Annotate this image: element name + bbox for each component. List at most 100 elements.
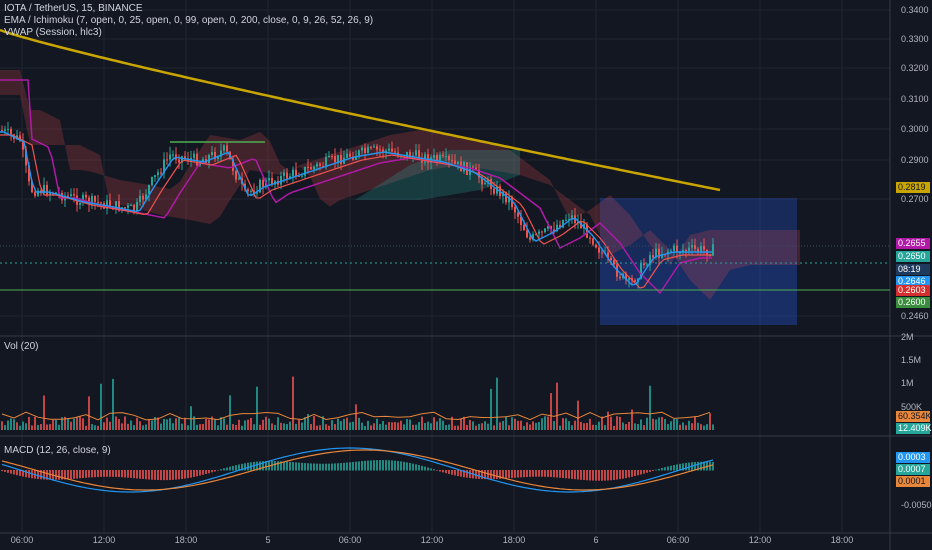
macd-histogram-bar [265, 461, 267, 471]
macd-histogram-bar [217, 470, 219, 471]
candle-body [358, 150, 360, 157]
ema-ichimoku-legend[interactable]: EMA / Ichimoku (7, open, 0, 25, open, 0,… [4, 15, 374, 26]
volume-bar [655, 419, 657, 430]
macd-histogram-bar [292, 462, 294, 471]
candle-body [238, 178, 240, 180]
macd-histogram-bar [88, 470, 90, 478]
candle-body [454, 160, 456, 164]
macd-histogram-bar [556, 470, 558, 478]
candle-body [643, 263, 645, 265]
volume-bar [619, 416, 621, 430]
macd-histogram-bar [343, 462, 345, 471]
volume-bar [415, 424, 417, 430]
macd-legend[interactable]: MACD (12, 26, close, 9) [4, 445, 111, 456]
macd-histogram-bar [373, 460, 375, 471]
volume-bar [307, 414, 309, 430]
volume-bar [100, 383, 102, 430]
candle-body [286, 172, 288, 179]
volume-bar [397, 422, 399, 430]
candle-body [562, 220, 564, 228]
volume-bar [652, 418, 654, 430]
volume-bar [67, 418, 69, 430]
volume-bar [52, 419, 54, 430]
candle-body [43, 184, 45, 194]
volume-bar [166, 419, 168, 430]
symbol-legend[interactable]: IOTA / TetherUS, 15, BINANCE [4, 3, 143, 14]
candle-body [661, 254, 663, 258]
candle-body [280, 176, 282, 185]
volume-bar [187, 425, 189, 430]
candle-body [304, 166, 306, 176]
volume-bar [157, 417, 159, 430]
macd-histogram-bar [22, 470, 24, 477]
macd-histogram-bar [157, 470, 159, 481]
volume-bar [520, 420, 522, 430]
candle-body [166, 159, 168, 161]
macd-signal-line[interactable] [1, 449, 714, 491]
macd-histogram-bar [559, 470, 561, 478]
volume-bar [103, 422, 105, 430]
position-box-lower[interactable] [600, 263, 797, 325]
volume-bar [586, 422, 588, 430]
candle-body [73, 194, 75, 196]
candle-body [556, 224, 558, 232]
macd-histogram-bar [583, 470, 585, 481]
vwap-legend[interactable]: VWAP (Session, hlc3) [4, 27, 102, 38]
volume-bar [697, 422, 699, 430]
macd-histogram-bar [322, 463, 324, 471]
volume-bar [355, 404, 357, 430]
volume-bar [568, 421, 570, 430]
candle-body [532, 234, 534, 240]
candle-body [196, 153, 198, 166]
volume-bar [517, 420, 519, 430]
volume-bar [247, 419, 249, 430]
candle-body [448, 156, 450, 160]
ema-25-line[interactable] [0, 134, 712, 289]
macd-histogram-bar [589, 470, 591, 481]
volume-bar [19, 425, 21, 430]
ema-200-line[interactable] [0, 28, 721, 192]
candle-body [22, 140, 24, 150]
macd-histogram-bar [550, 470, 552, 478]
volume-bar [424, 422, 426, 430]
candle-body [154, 175, 156, 177]
macd-histogram-bar [625, 470, 627, 479]
macd-histogram-bar [655, 469, 657, 471]
volume-legend[interactable]: Vol (20) [4, 341, 39, 352]
candle-body [382, 149, 384, 153]
macd-histogram-bar [544, 470, 546, 477]
macd-histogram-bar [529, 470, 531, 477]
volume-bar [526, 422, 528, 430]
volume-bar [175, 418, 177, 430]
candle-body [433, 155, 435, 158]
macd-histogram-bar [505, 470, 507, 479]
macd-line[interactable] [1, 447, 714, 493]
volume-bar [70, 421, 72, 430]
macd-histogram-bar [286, 461, 288, 471]
candle-body [79, 202, 81, 205]
macd-histogram-bar [208, 470, 210, 474]
candle-body [700, 246, 702, 252]
volume-bar [649, 385, 651, 430]
volume-bar [412, 424, 414, 430]
macd-histogram-bar [127, 470, 129, 478]
macd-histogram-bar [484, 470, 486, 480]
volume-axis-label: 2M [901, 332, 914, 342]
ema-7-line[interactable] [0, 131, 712, 286]
macd-histogram-bar [214, 470, 216, 472]
volume-bar [271, 423, 273, 430]
candle-body [568, 219, 570, 221]
macd-histogram-bar [604, 470, 606, 481]
macd-histogram-bar [571, 470, 573, 479]
candle-body [4, 129, 6, 131]
candle-body [118, 201, 120, 211]
macd-histogram-bar [232, 465, 234, 471]
volume-bar [217, 425, 219, 430]
candle-body [538, 231, 540, 234]
macd-histogram-bar [220, 469, 222, 471]
macd-histogram-bar [184, 470, 186, 479]
macd-histogram-bar [337, 463, 339, 471]
macd-histogram-bar [193, 470, 195, 477]
macd-histogram-bar [463, 470, 465, 478]
